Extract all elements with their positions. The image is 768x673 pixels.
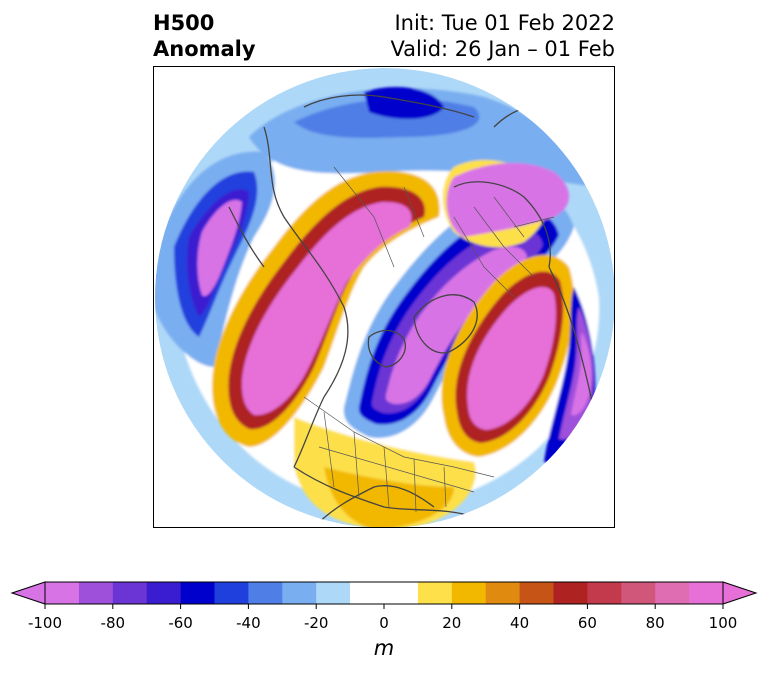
colorbar-segment <box>45 582 80 604</box>
colorbar-segment <box>384 582 419 604</box>
title-valid-range: Valid: 26 Jan – 01 Feb <box>390 37 615 61</box>
colorbar-tick-label: -80 <box>100 614 126 632</box>
colorbar <box>10 581 758 609</box>
title-variable: H500 <box>153 11 215 35</box>
anomaly-contour-negative <box>571 332 592 416</box>
colorbar-segment <box>587 582 622 604</box>
colorbar-tick-label: 80 <box>645 614 665 632</box>
colorbar-tick-label: 20 <box>442 614 462 632</box>
anomaly-contour-positive <box>324 467 454 527</box>
colorbar-extend-min <box>10 581 46 605</box>
colorbar-segment <box>621 582 656 604</box>
colorbar-segment <box>180 582 215 604</box>
colorbar-segment <box>146 582 182 604</box>
colorbar-extend-max <box>722 581 758 605</box>
country-borders <box>303 166 555 513</box>
colorbar-tick-label: -20 <box>303 614 329 632</box>
colorbar-unit: m <box>373 636 395 660</box>
anomaly-map <box>155 68 614 527</box>
colorbar-segment <box>417 582 453 604</box>
colorbar-segment <box>316 582 351 604</box>
colorbar-segment <box>78 582 114 604</box>
colorbar-segment <box>553 582 588 604</box>
anomaly-contour-negative <box>364 87 444 119</box>
title-init-date: Init: Tue 01 Feb 2022 <box>394 11 615 35</box>
colorbar-tick-label: -100 <box>27 614 63 632</box>
colorbar-segment <box>282 582 317 604</box>
colorbar-tick-label: 100 <box>708 614 738 632</box>
colorbar-segment <box>689 582 724 604</box>
anomaly-contour-positive <box>467 287 556 430</box>
colorbar-segment <box>519 582 554 604</box>
colorbar-segment <box>485 582 521 604</box>
colorbar-tick-label: 0 <box>379 614 389 632</box>
title-field: Anomaly <box>153 37 256 61</box>
colorbar-tick-label: 40 <box>510 614 530 632</box>
colorbar-segment <box>214 582 249 604</box>
colorbar-tick-label: -40 <box>236 614 261 632</box>
colorbar-tick-label: 60 <box>577 614 597 632</box>
colorbar-segment <box>112 582 148 604</box>
anomaly-contour-positive <box>241 201 412 416</box>
title-right: Init: Tue 01 Feb 2022 Valid: 26 Jan – 01… <box>390 10 615 62</box>
anomaly-field <box>155 68 614 527</box>
colorbar-segment <box>350 582 385 604</box>
map-panel <box>153 66 615 528</box>
colorbar-segment <box>248 582 283 604</box>
colorbar-segment <box>451 582 487 604</box>
anomaly-contour-negative <box>197 200 242 297</box>
colorbar-tick-label: -60 <box>168 614 193 632</box>
title-left: H500 Anomaly <box>153 10 256 62</box>
colorbar-segment <box>655 582 690 604</box>
